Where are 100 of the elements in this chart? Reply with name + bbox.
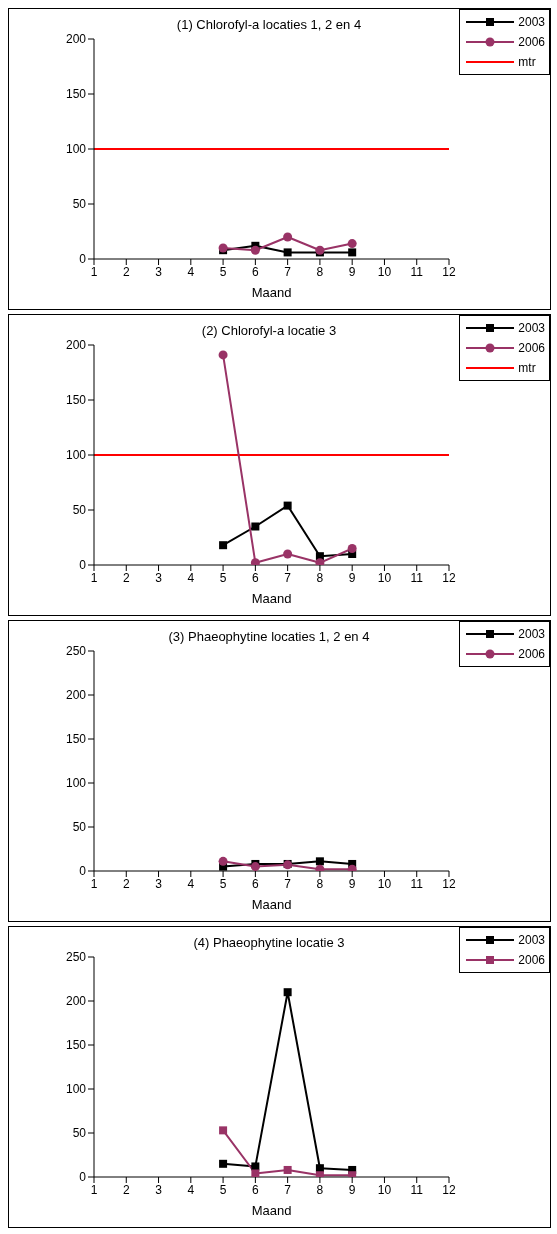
x-tick-label: 12 [442,264,456,279]
x-tick-label: 9 [348,1182,356,1197]
x-tick-label: 1 [90,570,98,585]
x-tick-label: 12 [442,570,456,585]
y-tick-label: 100 [65,776,87,791]
point [251,1169,260,1177]
x-axis-title: Maand [251,897,292,912]
x-tick-label: 7 [284,1182,292,1197]
legend-label: 2006 [518,647,545,661]
legend-label: mtr [518,361,536,375]
point [250,558,260,565]
y-tick-label: 100 [65,1082,87,1097]
x-tick-label: 10 [377,570,392,585]
x-tick-label: 3 [155,1182,163,1197]
x-tick-label: 2 [122,570,130,585]
x-tick-label: 11 [410,876,424,891]
x-tick-label: 1 [90,264,98,279]
y-tick-label: 200 [65,32,87,47]
point [218,350,228,360]
x-tick-label: 11 [410,264,424,279]
point [283,1165,292,1174]
x-tick-label: 2 [122,264,130,279]
x-tick-label: 5 [219,1182,227,1197]
point [283,232,293,242]
legend-label: 2006 [518,35,545,49]
y-tick-label: 50 [72,1126,87,1141]
y-tick-label: 100 [65,142,87,157]
y-tick-label: 150 [65,87,87,102]
point [219,1126,228,1135]
x-tick-label: 6 [252,570,260,585]
x-tick-label: 1 [90,876,98,891]
x-tick-label: 9 [348,876,356,891]
x-tick-label: 3 [155,264,163,279]
x-tick-label: 8 [316,570,324,585]
chart-title: (4) Phaeophytine locatie 3 [193,935,345,950]
x-tick-label: 10 [377,876,392,891]
legend-label: 2006 [518,341,545,355]
x-tick-label: 4 [187,876,195,891]
x-tick-label: 8 [316,876,324,891]
x-tick-label: 3 [155,570,163,585]
legend-label: 2003 [518,933,545,947]
x-tick-label: 7 [284,264,292,279]
y-tick-label: 200 [65,994,87,1009]
y-tick-label: 0 [79,558,87,573]
x-tick-label: 6 [252,876,260,891]
point [347,239,357,249]
x-tick-label: 10 [377,1182,392,1197]
x-axis-title: Maand [251,1203,292,1218]
x-tick-label: 5 [219,264,227,279]
x-tick-label: 12 [442,876,456,891]
x-tick-label: 7 [284,570,292,585]
y-tick-label: 150 [65,732,87,747]
x-tick-label: 8 [316,1182,324,1197]
x-tick-label: 6 [252,1182,260,1197]
chart-title: (2) Chlorofyl-a locatie 3 [201,323,337,338]
x-tick-label: 7 [284,876,292,891]
point [283,549,293,559]
legend-label: 2003 [518,15,545,29]
x-tick-label: 6 [252,264,260,279]
y-tick-label: 250 [65,644,87,659]
legend-label: 2003 [518,321,545,335]
y-tick-label: 50 [72,197,87,212]
x-tick-label: 10 [377,264,392,279]
point [283,248,292,257]
y-tick-label: 0 [79,1170,87,1185]
x-tick-label: 1 [90,1182,98,1197]
point [347,544,357,553]
x-axis-title: Maand [251,591,292,606]
legend-label: 2003 [518,627,545,641]
y-tick-label: 0 [79,252,87,267]
y-tick-label: 50 [72,503,87,518]
point [219,541,228,550]
y-tick-label: 150 [65,1038,87,1053]
point [251,522,260,531]
point [348,248,357,257]
x-tick-label: 8 [316,264,324,279]
x-tick-label: 3 [155,876,163,891]
y-tick-label: 200 [65,338,87,353]
y-tick-label: 50 [72,820,87,835]
y-tick-label: 200 [65,688,87,703]
point [315,558,325,565]
legend-label: mtr [518,55,536,69]
x-tick-label: 12 [442,1182,456,1197]
x-axis-title: Maand [251,285,292,300]
legend-label: 2006 [518,953,545,967]
point [250,245,260,255]
x-tick-label: 2 [122,1182,130,1197]
x-tick-label: 9 [348,570,356,585]
x-tick-label: 4 [187,264,195,279]
y-tick-label: 100 [65,448,87,463]
y-tick-label: 0 [79,864,87,879]
x-tick-label: 11 [410,1182,424,1197]
point [283,988,292,997]
x-tick-label: 4 [187,1182,195,1197]
x-tick-label: 9 [348,264,356,279]
y-tick-label: 250 [65,950,87,965]
x-tick-label: 11 [410,570,424,585]
x-tick-label: 2 [122,876,130,891]
x-tick-label: 4 [187,570,195,585]
point [283,501,292,510]
